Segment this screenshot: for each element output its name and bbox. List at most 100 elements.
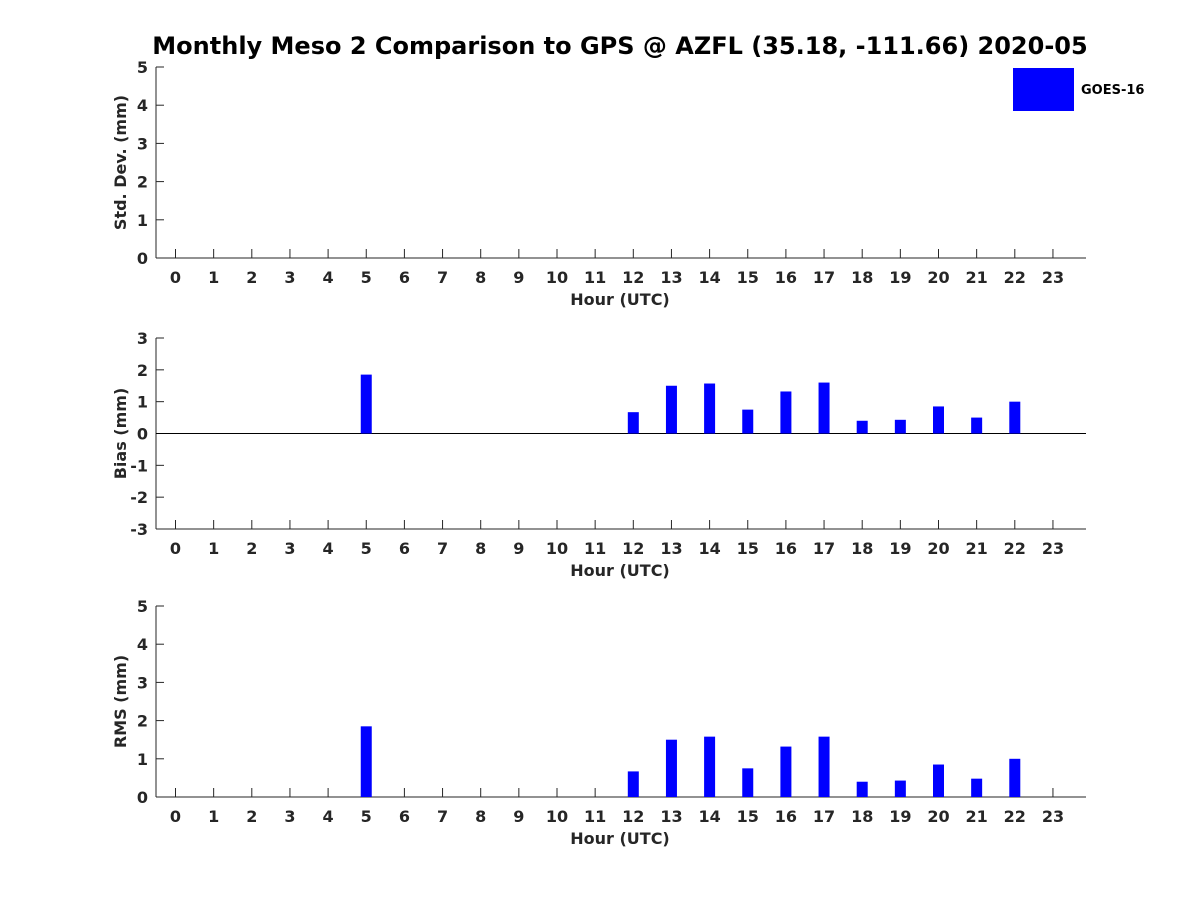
y-tick-label: 5 bbox=[137, 58, 148, 77]
x-tick-label: 19 bbox=[889, 268, 911, 287]
y-tick-label: -3 bbox=[130, 520, 148, 539]
x-tick-label: 8 bbox=[475, 268, 486, 287]
y-tick-label: 4 bbox=[137, 635, 148, 654]
x-tick-label: 10 bbox=[546, 807, 568, 826]
x-tick-label: 11 bbox=[584, 807, 606, 826]
x-tick-label: 7 bbox=[437, 807, 448, 826]
x-tick-label: 11 bbox=[584, 268, 606, 287]
x-tick-label: 18 bbox=[851, 268, 873, 287]
y-axis-label: Bias (mm) bbox=[111, 388, 130, 480]
x-tick-label: 17 bbox=[813, 807, 835, 826]
x-tick-label: 13 bbox=[660, 807, 682, 826]
y-tick-label: 1 bbox=[137, 393, 148, 412]
x-tick-label: 15 bbox=[737, 268, 759, 287]
x-tick-label: 21 bbox=[966, 539, 988, 558]
bar bbox=[360, 726, 372, 797]
x-tick-label: 12 bbox=[622, 807, 644, 826]
x-tick-label: 10 bbox=[546, 539, 568, 558]
x-tick-label: 19 bbox=[889, 539, 911, 558]
x-tick-label: 18 bbox=[851, 807, 873, 826]
x-tick-label: 7 bbox=[437, 539, 448, 558]
bar bbox=[780, 391, 792, 434]
bar bbox=[818, 736, 830, 797]
x-tick-label: 13 bbox=[660, 539, 682, 558]
x-tick-label: 20 bbox=[927, 807, 949, 826]
x-tick-label: 17 bbox=[813, 539, 835, 558]
x-tick-label: 0 bbox=[170, 539, 181, 558]
x-tick-label: 2 bbox=[246, 268, 257, 287]
x-axis-label: Hour (UTC) bbox=[570, 561, 670, 580]
x-tick-label: 5 bbox=[361, 539, 372, 558]
y-tick-label: 2 bbox=[137, 712, 148, 731]
y-tick-label: 2 bbox=[137, 173, 148, 192]
x-tick-label: 13 bbox=[660, 268, 682, 287]
x-axis-label: Hour (UTC) bbox=[570, 829, 670, 848]
x-tick-label: 3 bbox=[284, 268, 295, 287]
y-axis-label: Std. Dev. (mm) bbox=[111, 95, 130, 230]
x-tick-label: 14 bbox=[698, 268, 720, 287]
x-tick-label: 21 bbox=[966, 268, 988, 287]
y-tick-label: 3 bbox=[137, 329, 148, 348]
x-tick-label: 1 bbox=[208, 268, 219, 287]
x-tick-label: 4 bbox=[323, 539, 334, 558]
bar bbox=[971, 417, 983, 434]
x-tick-label: 14 bbox=[698, 807, 720, 826]
y-tick-label: 1 bbox=[137, 750, 148, 769]
bar bbox=[627, 412, 639, 434]
bar bbox=[894, 780, 906, 797]
bar bbox=[971, 778, 983, 797]
x-tick-label: 18 bbox=[851, 539, 873, 558]
x-tick-label: 12 bbox=[622, 268, 644, 287]
x-tick-label: 2 bbox=[246, 807, 257, 826]
x-tick-label: 22 bbox=[1004, 268, 1026, 287]
x-tick-label: 9 bbox=[513, 807, 524, 826]
bar bbox=[780, 746, 792, 797]
x-tick-label: 6 bbox=[399, 268, 410, 287]
x-tick-label: 16 bbox=[775, 268, 797, 287]
bar bbox=[933, 406, 944, 434]
bar bbox=[742, 409, 754, 434]
x-tick-label: 6 bbox=[399, 539, 410, 558]
x-tick-label: 23 bbox=[1042, 539, 1064, 558]
x-tick-label: 20 bbox=[927, 539, 949, 558]
y-tick-label: 0 bbox=[137, 249, 148, 268]
y-tick-label: -2 bbox=[130, 488, 148, 507]
x-tick-label: 15 bbox=[737, 807, 759, 826]
y-tick-label: 0 bbox=[137, 788, 148, 807]
x-tick-label: 2 bbox=[246, 539, 257, 558]
y-tick-label: 3 bbox=[137, 673, 148, 692]
x-tick-label: 23 bbox=[1042, 807, 1064, 826]
bar bbox=[1009, 401, 1021, 434]
x-tick-label: 19 bbox=[889, 807, 911, 826]
x-tick-label: 3 bbox=[284, 807, 295, 826]
x-tick-label: 4 bbox=[323, 807, 334, 826]
bar bbox=[933, 764, 944, 797]
x-tick-label: 15 bbox=[737, 539, 759, 558]
x-tick-label: 20 bbox=[927, 268, 949, 287]
x-tick-label: 12 bbox=[622, 539, 644, 558]
x-tick-label: 23 bbox=[1042, 268, 1064, 287]
bar bbox=[818, 382, 830, 434]
x-tick-label: 14 bbox=[698, 539, 720, 558]
x-tick-label: 0 bbox=[170, 268, 181, 287]
y-tick-label: 2 bbox=[137, 361, 148, 380]
bar bbox=[627, 771, 639, 797]
legend-swatch-goes-16 bbox=[1013, 68, 1074, 111]
x-tick-label: 22 bbox=[1004, 539, 1026, 558]
x-tick-label: 7 bbox=[437, 268, 448, 287]
y-tick-label: -1 bbox=[130, 456, 148, 475]
x-tick-label: 4 bbox=[323, 268, 334, 287]
x-tick-label: 10 bbox=[546, 268, 568, 287]
x-tick-label: 8 bbox=[475, 539, 486, 558]
bar bbox=[665, 385, 677, 434]
x-tick-label: 1 bbox=[208, 807, 219, 826]
legend-label-goes-16: GOES-16 bbox=[1081, 83, 1144, 98]
x-tick-label: 22 bbox=[1004, 807, 1026, 826]
x-tick-label: 17 bbox=[813, 268, 835, 287]
x-tick-label: 6 bbox=[399, 807, 410, 826]
x-tick-label: 0 bbox=[170, 807, 181, 826]
x-tick-label: 5 bbox=[361, 268, 372, 287]
